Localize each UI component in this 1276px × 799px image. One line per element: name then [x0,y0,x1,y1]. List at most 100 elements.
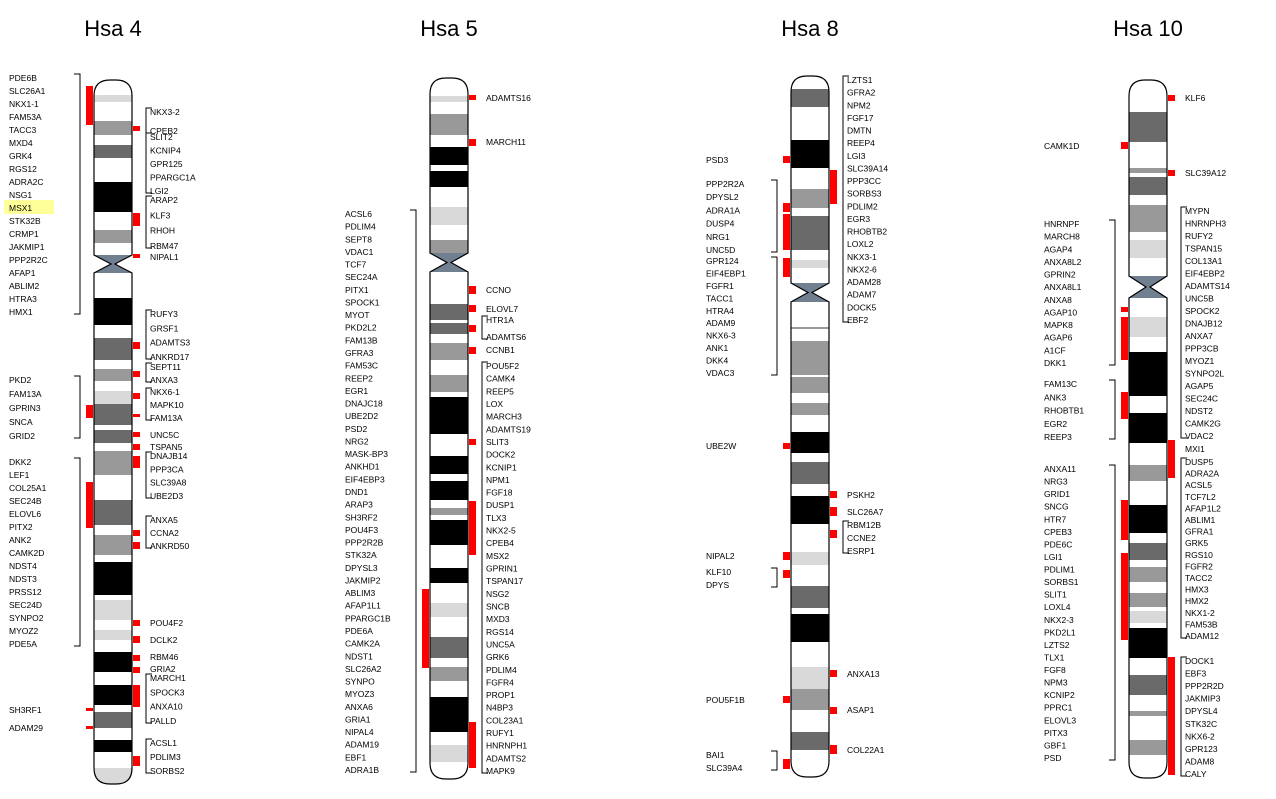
gene-label: ARAP2 [150,195,178,205]
chromosome-band [430,225,468,240]
gene-label: PITX1 [345,285,369,295]
chromosome-band [791,552,829,565]
chromosome-band [94,145,132,158]
gene-label: GBF1 [1044,740,1066,750]
chromosome-band [1129,195,1167,205]
gene-label: HTRA4 [706,306,734,316]
gene-group: CCNO [486,285,511,295]
gene-label: JAKMIP2 [345,575,381,585]
gene-label: FGFR1 [706,281,734,291]
gene-bracket [145,387,152,421]
gene-label: CAMK1D [1044,141,1079,151]
gene-label: ARAP3 [345,500,373,510]
gene-label: ANK3 [1044,392,1066,402]
chromosome-band [1129,607,1167,611]
region-marker [469,325,476,332]
gene-label: NDST1 [345,651,373,661]
gene-label: ADAM28 [847,277,881,287]
gene-label: ANXA3 [150,375,178,385]
gene-label: PDLIM2 [847,201,878,211]
gene-label: DNAJB14 [150,451,188,461]
chromosome-band [94,500,132,525]
chromosome-band [1129,317,1167,337]
gene-group: MXI1 [1185,444,1205,454]
chromosome-band [94,425,132,430]
region-marker [86,482,93,528]
gene-label: SEC24D [9,600,42,610]
chromosome-band [94,525,132,535]
chromosome-band [1129,543,1167,560]
chromosome-ideogram [93,79,133,785]
gene-label: SORBS3 [847,189,882,199]
gene-label: CAMK2G [1185,419,1221,429]
gene-label: ANXA8L2 [1044,257,1082,267]
region-marker [133,126,140,131]
gene-label: ANK2 [9,535,31,545]
gene-label: EIF4EBP2 [1185,269,1225,279]
chromosome-band [1129,623,1167,628]
gene-label: FAM13C [1044,379,1077,389]
chromosome-band [791,689,829,710]
chromosome-band [94,475,132,500]
chromosome-band [1129,443,1167,465]
region-marker [133,685,140,707]
gene-label: PSD [1044,753,1061,763]
chromosome-band [94,121,132,135]
region-marker [783,696,790,703]
gene-label: MYOZ1 [1185,356,1215,366]
gene-label: ESRP1 [847,546,875,556]
chromosome-band [430,343,468,360]
gene-label: DOCK1 [1185,656,1215,666]
gene-label: EGR1 [345,386,368,396]
chromosome-band [1129,533,1167,543]
gene-label: AFAP1 [9,268,36,278]
gene-bracket [74,457,81,647]
gene-label: KLF6 [1185,93,1206,103]
chromosome-title: Hsa 4 [84,16,141,41]
gene-label: ADAM29 [9,723,43,733]
gene-label: SLC26A1 [9,86,46,96]
chromosome-band [791,302,829,327]
gene-label: ABLIM2 [9,281,40,291]
chromosome-band [1129,755,1167,778]
chromosome-band [1129,396,1167,413]
gene-label: EBF3 [1185,669,1207,679]
chromosome-band [1129,465,1167,481]
chromosome-ideogram [790,75,830,778]
gene-label: PPARGC1A [150,173,196,183]
chromosome-band [430,697,468,732]
region-marker [86,405,93,418]
gene-label: LGI1 [1044,552,1063,562]
chromosome-band [430,334,468,343]
region-marker [133,414,140,417]
chromosome-band [1129,567,1167,582]
gene-label: ANXA13 [847,669,880,679]
chromosome-band [94,212,132,230]
chromosome-band [430,456,468,474]
gene-label: PPRC1 [1044,703,1073,713]
gene-label: TSPAN5 [150,442,183,452]
region-marker [133,432,140,437]
gene-label: NRG1 [706,232,730,242]
gene-label: EGR2 [1044,419,1067,429]
chromosome-band [1129,711,1167,716]
gene-label: UNC5A [486,639,515,649]
gene-label: NPM2 [847,100,871,110]
region-marker [783,570,790,578]
gene-label: DNAJC18 [345,399,383,409]
gene-label: ANXA7 [1185,331,1213,341]
region-marker [783,759,790,769]
gene-label: ADAMTS3 [150,338,190,348]
gene-label: RGS10 [1185,550,1213,560]
gene-label: LOXL2 [847,239,874,249]
gene-label: GPR124 [706,256,739,266]
gene-group: DKK2 LEF1 COL25A1 SEC24B ELOVL6 PITX2 ANK2 CAMK… [9,457,81,649]
region-marker [1168,657,1175,775]
gene-label: SLC39A8 [150,478,187,488]
gene-label: RBM12B [847,520,881,530]
gene-group: TSPAN5 [150,442,183,452]
gene-label: MYOT [345,310,370,320]
gene-label: MAPK10 [150,400,184,410]
chromosome-band [94,230,132,243]
gene-label: MARCH3 [486,412,522,422]
